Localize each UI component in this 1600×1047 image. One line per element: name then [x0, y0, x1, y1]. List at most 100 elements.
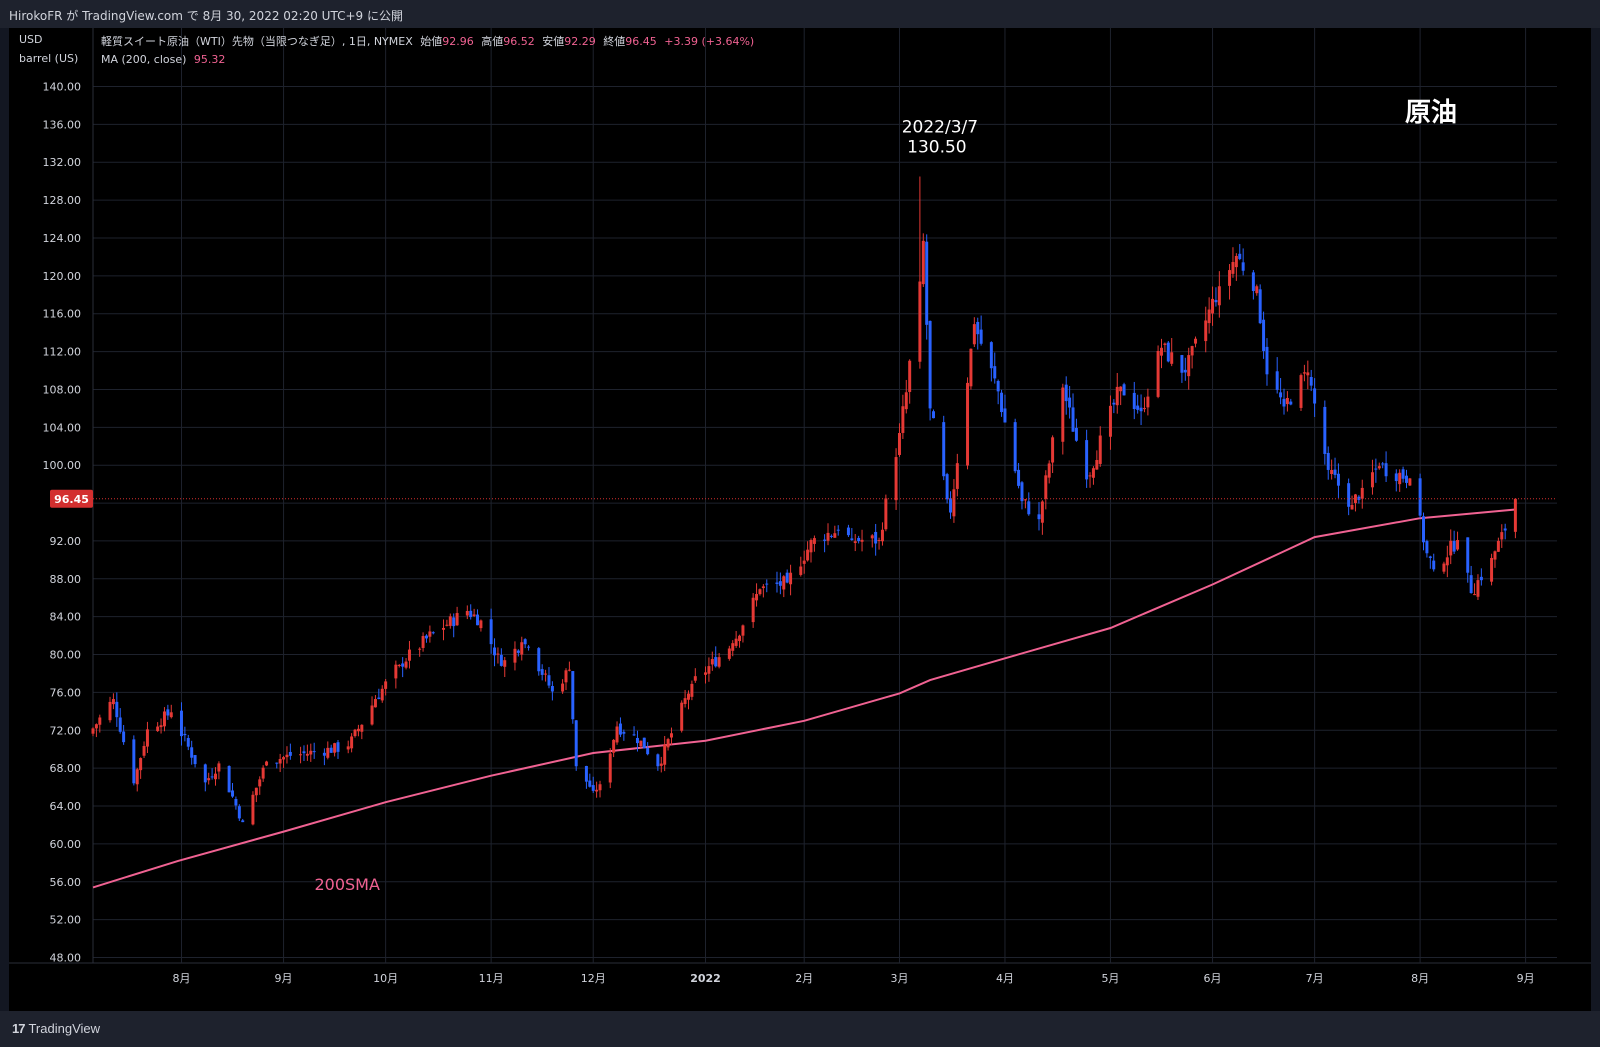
candle-body [1183, 369, 1187, 373]
candle-body [925, 241, 929, 325]
candle-body [989, 342, 993, 369]
candle-body [1231, 262, 1235, 274]
candle-body [302, 751, 306, 754]
candle-body [618, 723, 622, 735]
candle-body [370, 705, 374, 725]
x-tick-label: 10月 [373, 972, 398, 985]
candle-body [1493, 551, 1497, 560]
candle-body [452, 617, 456, 627]
candle-body [717, 657, 721, 667]
candle-body [1013, 422, 1017, 472]
candle-body [1095, 460, 1099, 470]
candle-body [850, 538, 854, 540]
x-tick-label: 8月 [172, 972, 190, 985]
price-chart[interactable]: 140.00 136.00 132.00 128.00 124.00 120.00 116.… [9, 28, 1591, 1011]
candle-body [608, 753, 612, 783]
candle-body [336, 742, 340, 752]
candle-body [1374, 468, 1378, 470]
candle-body [588, 780, 592, 787]
candle-body [111, 699, 115, 705]
x-tick-label: 9月 [275, 972, 293, 985]
candle-body [561, 683, 565, 692]
candle-body [312, 751, 316, 753]
candle-body [1381, 463, 1385, 465]
candle-body [1163, 343, 1167, 345]
candle-body [1353, 494, 1357, 504]
watermark-label: 原油 [1405, 98, 1457, 128]
candle-body [1306, 372, 1310, 376]
candle-body [778, 581, 782, 586]
candle-body [1496, 540, 1500, 552]
legend-change: +3.39 (+3.64%) [664, 35, 754, 48]
publish-bar: HirokoFR が TradingView.com で 8月 30, 2022… [0, 0, 1600, 28]
x-tick-label: 11月 [479, 972, 504, 985]
candle-body [826, 532, 830, 541]
legend-ma: MA (200, close) 95.32 [101, 53, 225, 66]
candle-body [1313, 388, 1317, 404]
candle-body [955, 463, 959, 489]
candle-body [874, 531, 878, 544]
tradingview-logo[interactable]: 17 TradingView [12, 1021, 100, 1036]
candle-body [1456, 539, 1460, 550]
candle-body [1088, 475, 1092, 477]
candle-body [945, 474, 949, 500]
candle-body [265, 761, 269, 766]
candle-body [1432, 560, 1436, 570]
candle-body [1207, 309, 1211, 324]
x-axis[interactable]: 8月 9月 10月 11月 12月 2022 2月 3月 4月 5月 6月 7月 8月 9月 [172, 972, 1534, 985]
candle-body [942, 422, 946, 477]
candle-body [159, 725, 163, 728]
candle-body [527, 646, 531, 648]
candle-body [1003, 408, 1007, 423]
candle-body [1302, 372, 1306, 374]
candle-body [465, 610, 469, 616]
candle-body [1170, 352, 1174, 364]
candle-body [693, 676, 697, 681]
candle-body [237, 806, 241, 819]
candle-body [418, 648, 422, 650]
candle-body [1241, 262, 1245, 271]
candle-body [394, 664, 398, 679]
candle-body [166, 709, 170, 716]
candle-body [1258, 289, 1262, 324]
y-tick-label: 48.00 [50, 952, 82, 965]
y-axis[interactable]: 140.00 136.00 132.00 128.00 124.00 120.00 116.… [43, 81, 82, 965]
candle-body [1214, 300, 1218, 303]
candle-body [683, 698, 687, 704]
candle-body [612, 739, 616, 753]
legend-close-label: 終値 [603, 34, 625, 48]
y-tick-label: 100.00 [43, 459, 82, 472]
candle-body [714, 657, 718, 667]
candle-body [833, 533, 837, 538]
candle-body [145, 729, 149, 747]
y-tick-label: 60.00 [50, 838, 82, 851]
candle-body [299, 754, 303, 756]
candle-body [751, 597, 755, 623]
y-tick-label: 120.00 [43, 270, 82, 283]
y-tick-label: 64.00 [50, 800, 82, 813]
candle-body [1122, 384, 1126, 396]
y-tick-label: 116.00 [43, 308, 82, 321]
candle-body [880, 529, 884, 542]
candle-body [476, 614, 480, 626]
candle-body [251, 794, 255, 825]
annotation-peak-line: 2022/3/7 [902, 117, 978, 137]
candle-body [802, 560, 806, 564]
candle-body [789, 572, 793, 585]
candle-body [1146, 396, 1150, 408]
legend-title: 軽質スイート原油（WTI）先物（当限つなぎ足）, 1日, NYMEX 始値92.… [101, 34, 754, 48]
candle-body [333, 743, 337, 753]
candle-body [1108, 405, 1112, 437]
candle-body [669, 733, 673, 738]
candle-body [139, 758, 143, 771]
candle-body [547, 675, 551, 686]
candle-body [537, 648, 541, 672]
candle-body [288, 751, 292, 756]
candle-body [1023, 499, 1027, 501]
candle-body [217, 763, 221, 772]
candle-body [857, 537, 861, 542]
legend-ma-value: 95.32 [194, 53, 226, 66]
candle-body [1384, 463, 1388, 477]
candle-body [897, 433, 901, 455]
chart-frame[interactable]: 140.00 136.00 132.00 128.00 124.00 120.00 116.… [9, 28, 1591, 1011]
